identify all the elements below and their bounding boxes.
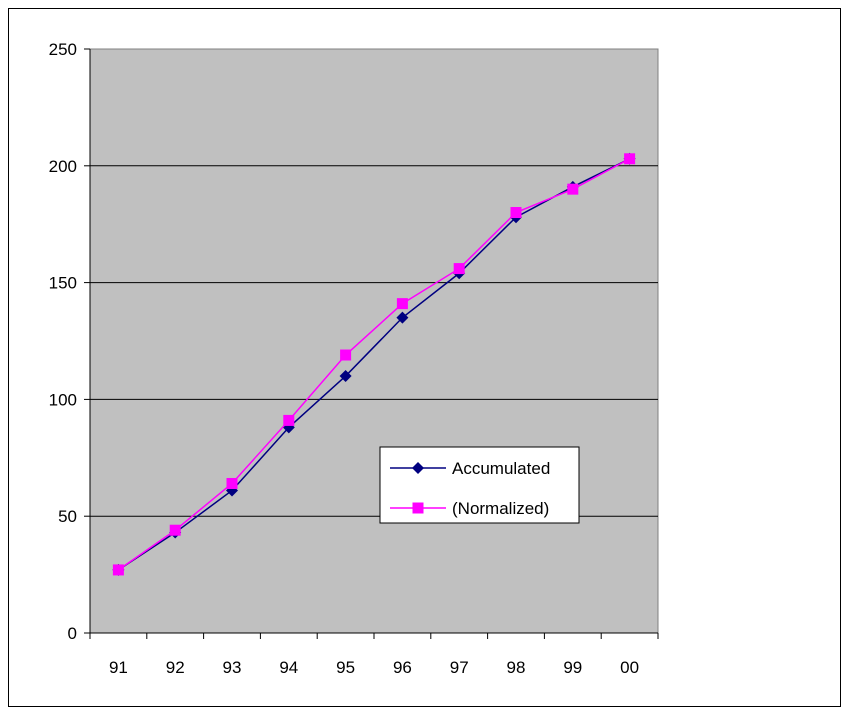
- y-tick-label: 0: [68, 624, 77, 643]
- series-normalized: [112, 153, 636, 576]
- legend: Accumulated (Normalized): [379, 446, 580, 524]
- plot-area: [89, 48, 659, 634]
- y-tick-label: 100: [49, 390, 77, 409]
- series-line: [117, 158, 630, 571]
- data-point-square: [624, 153, 636, 165]
- data-point-square: [226, 477, 238, 489]
- axes: [84, 48, 659, 639]
- data-point-square: [453, 263, 465, 275]
- x-tick-label: 91: [109, 658, 128, 677]
- legend-item-accumulated: Accumulated: [390, 459, 550, 478]
- y-tick-label: 200: [49, 157, 77, 176]
- data-point-square: [283, 414, 295, 426]
- x-axis-tick-labels: 91 92 93 94 95 96 97 98 99 00: [109, 658, 639, 677]
- x-tick-label: 00: [620, 658, 639, 677]
- legend-item-normalized: (Normalized): [390, 499, 549, 518]
- x-tick-label: 92: [166, 658, 185, 677]
- data-point-square: [510, 207, 522, 219]
- y-axis-tick-labels: 0 50 100 150 200 250: [49, 40, 77, 643]
- x-tick-label: 94: [279, 658, 298, 677]
- legend-label-normalized: (Normalized): [452, 499, 549, 518]
- legend-marker-normalized: [412, 502, 424, 514]
- x-tick-label: 98: [507, 658, 526, 677]
- data-point-square: [112, 564, 124, 576]
- data-point-diamond: [339, 370, 352, 383]
- x-tick-label: 97: [450, 658, 469, 677]
- x-tick-label: 99: [563, 658, 582, 677]
- data-point-diamond: [396, 311, 409, 324]
- data-point-square: [396, 298, 408, 310]
- x-tick-label: 93: [223, 658, 242, 677]
- legend-label-accumulated: Accumulated: [452, 459, 550, 478]
- x-tick-label: 95: [336, 658, 355, 677]
- data-point-square: [169, 524, 181, 536]
- x-tick-label: 96: [393, 658, 412, 677]
- y-tick-label: 50: [58, 507, 77, 526]
- y-tick-label: 150: [49, 274, 77, 293]
- series-line: [117, 158, 630, 571]
- data-point-square: [340, 349, 352, 361]
- data-point-square: [567, 183, 579, 195]
- legend-marker-accumulated: [412, 462, 424, 474]
- y-tick-label: 250: [49, 40, 77, 59]
- series-layer: [112, 152, 636, 576]
